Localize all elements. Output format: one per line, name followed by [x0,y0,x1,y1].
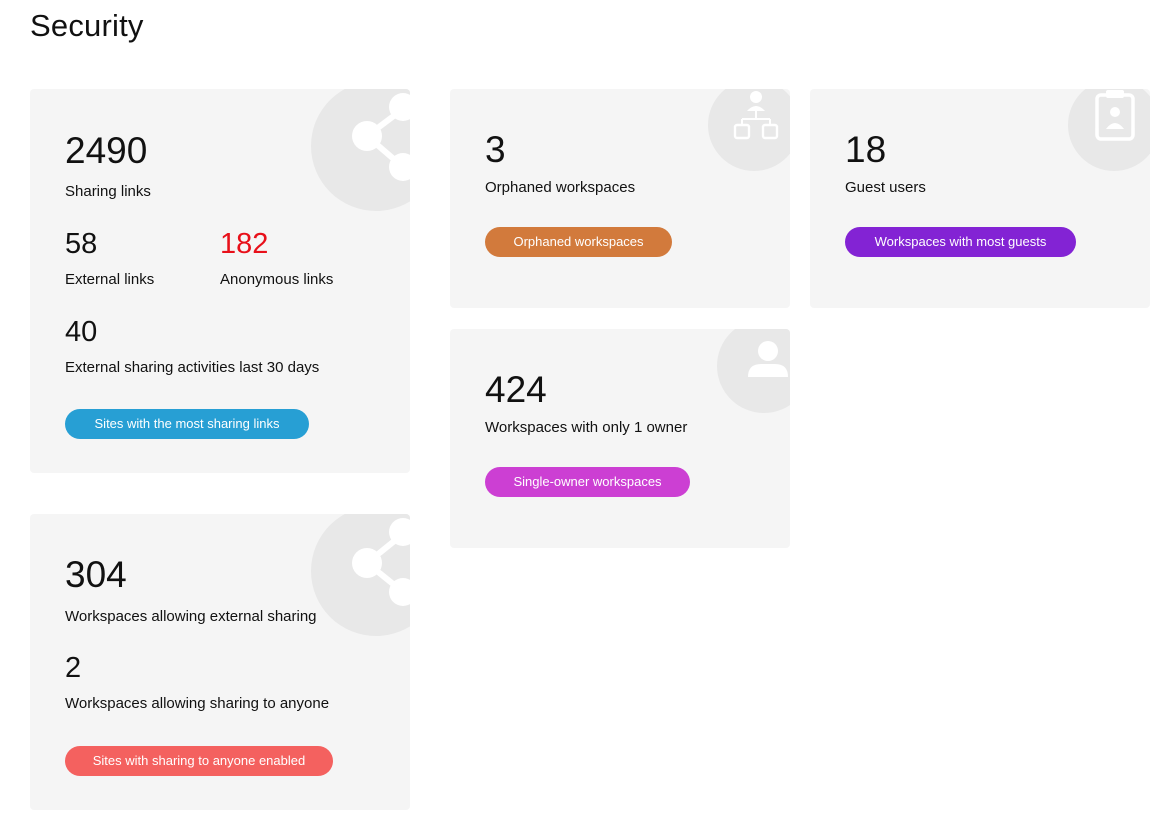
guest-users-label: Guest users [845,179,926,196]
sites-sharing-anyone-button[interactable]: Sites with sharing to anyone enabled [65,746,333,776]
sharing-links-count: 2490 [65,130,148,171]
anyone-sharing-workspaces-count: 2 [65,652,82,684]
org-chart-icon [708,89,790,171]
orphaned-workspaces-button[interactable]: Orphaned workspaces [485,227,672,257]
single-owner-workspaces-label: Workspaces with only 1 owner [485,419,688,436]
anonymous-links-count: 182 [220,228,269,260]
guest-users-count: 18 [845,129,887,170]
external-links-count: 58 [65,228,98,260]
external-activities-count: 40 [65,316,98,348]
orphaned-workspaces-card: 3 Orphaned workspaces Orphaned workspace… [450,89,790,308]
share-icon [311,514,410,636]
orphaned-workspaces-label: Orphaned workspaces [485,179,636,196]
single-owner-workspaces-button[interactable]: Single-owner workspaces [485,467,690,497]
sites-most-sharing-links-button[interactable]: Sites with the most sharing links [65,409,309,439]
single-owner-card: 424 Workspaces with only 1 owner Single-… [450,329,790,548]
external-sharing-card: 304 Workspaces allowing external sharing… [30,514,410,810]
orphaned-workspaces-count: 3 [485,129,506,170]
page-title: Security [30,8,144,43]
share-icon [311,89,410,211]
external-sharing-workspaces-label: Workspaces allowing external sharing [65,608,317,625]
workspaces-most-guests-button[interactable]: Workspaces with most guests [845,227,1076,257]
sharing-links-card: 2490 Sharing links 58 External links 182… [30,89,410,473]
guest-users-card: 18 Guest users Workspaces with most gues… [810,89,1150,308]
external-sharing-workspaces-count: 304 [65,554,127,595]
external-links-label: External links [65,271,155,288]
anonymous-links-label: Anonymous links [220,271,334,288]
sharing-links-label: Sharing links [65,183,151,200]
external-activities-label: External sharing activities last 30 days [65,359,320,376]
single-owner-workspaces-count: 424 [485,369,547,410]
user-icon [717,329,790,413]
clipboard-user-icon [1068,89,1150,171]
anyone-sharing-workspaces-label: Workspaces allowing sharing to anyone [65,695,330,712]
